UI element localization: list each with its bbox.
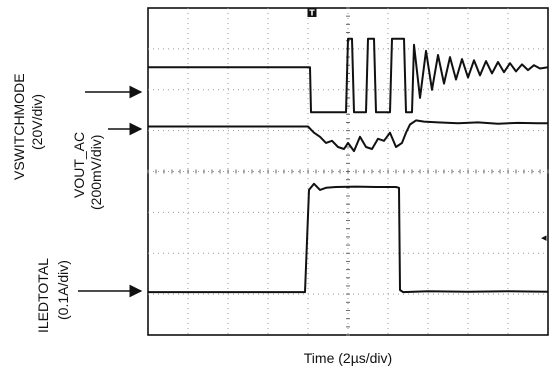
channel-label-iledtotal: ILEDTOTAL <box>35 258 51 333</box>
trigger-box <box>307 8 317 17</box>
traces <box>148 37 549 294</box>
trace-iledtotal <box>148 182 549 294</box>
channel-label-vswitchmode: VSWITCHMODE <box>11 73 27 180</box>
channel-label-vout-ac: VOUT_AC <box>71 132 87 198</box>
channel-scale: (0.1A/div) <box>55 260 71 320</box>
channel-scale: (200mV/div) <box>88 135 104 210</box>
trace-vout-ac <box>148 119 548 153</box>
channel-scale-vout-ac: (200mV/div) <box>88 135 104 210</box>
x-axis-label: Time (2µs/div) <box>304 350 392 366</box>
channel-scale-iledtotal: (0.1A/div) <box>55 260 71 320</box>
channel-name: ILEDTOTAL <box>35 258 51 333</box>
trace-vswitchmode <box>148 37 549 114</box>
offscreen-marker: ◂ <box>541 231 547 244</box>
trigger-marker: T <box>307 8 317 18</box>
channel-name: VSWITCHMODE <box>11 73 27 180</box>
channel-name: VOUT_AC <box>71 132 87 198</box>
channel-scale-vswitchmode: (20V/div) <box>29 94 45 150</box>
trigger-label: T <box>309 9 315 18</box>
channel-scale: (20V/div) <box>29 94 45 150</box>
